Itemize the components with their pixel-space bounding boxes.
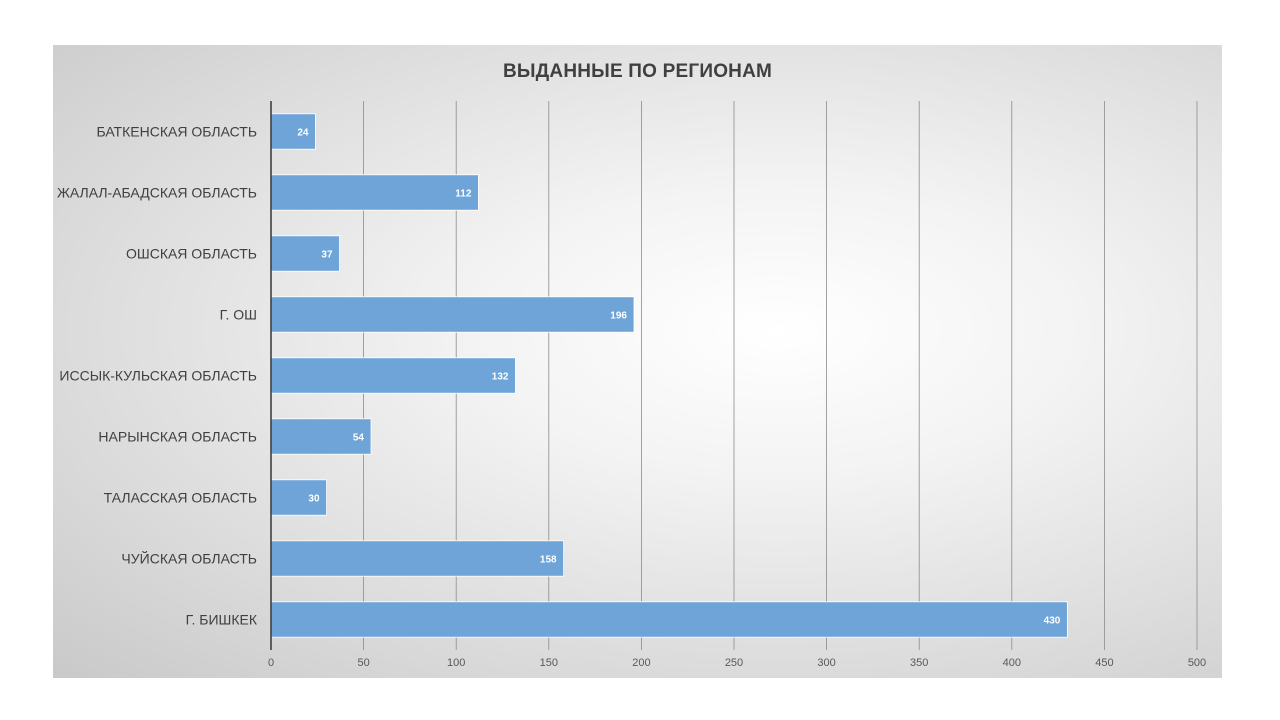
category-label: ОШСКАЯ ОБЛАСТЬ <box>126 246 257 262</box>
data-label: 132 <box>492 372 509 383</box>
data-label: 54 <box>353 433 365 444</box>
data-label: 196 <box>610 311 627 322</box>
data-label: 37 <box>321 250 333 261</box>
category-label: НАРЫНСКАЯ ОБЛАСТЬ <box>98 429 257 445</box>
x-tick-label: 100 <box>447 657 465 669</box>
category-label: Г. ОШ <box>220 307 257 323</box>
x-tick-label: 150 <box>540 657 558 669</box>
bar <box>270 479 327 516</box>
category-label: ТАЛАССКАЯ ОБЛАСТЬ <box>104 490 257 506</box>
category-label: ЧУЙСКАЯ ОБЛАСТЬ <box>121 550 257 567</box>
category-label: БАТКЕНСКАЯ ОБЛАСТЬ <box>96 124 257 140</box>
data-label: 430 <box>1044 616 1061 627</box>
x-tick-label: 400 <box>1003 657 1021 669</box>
category-label: ЖАЛАЛ-АБАДСКАЯ ОБЛАСТЬ <box>57 185 257 201</box>
bar-chart: 0 50 100 150 200 250 300 350 400 450 500 БАТКЕНСКАЯ… <box>57 101 1206 669</box>
category-label: Г. БИШКЕК <box>186 612 258 628</box>
bar <box>270 113 316 150</box>
data-label: 24 <box>297 128 309 139</box>
bar <box>270 174 479 211</box>
data-label: 158 <box>540 555 557 566</box>
chart-title: ВЫДАННЫЕ ПО РЕГИОНАМ <box>502 61 773 82</box>
data-label: 30 <box>308 494 320 505</box>
bar <box>270 296 635 333</box>
x-tick-label: 450 <box>1095 657 1113 669</box>
bar <box>270 357 516 394</box>
x-tick-label: 350 <box>910 657 928 669</box>
x-tick-label: 300 <box>817 657 835 669</box>
x-tick-label: 200 <box>632 657 650 669</box>
x-tick-label: 500 <box>1188 657 1206 669</box>
bar <box>270 601 1068 638</box>
x-tick-label: 50 <box>357 657 369 669</box>
data-label: 112 <box>455 189 472 200</box>
chart-frame: ВЫДАННЫЕ ПО РЕГИОНАМ 0 50 100 150 200 250 300 3… <box>53 45 1222 678</box>
bar <box>270 418 372 455</box>
bar <box>270 540 565 577</box>
category-label: ИССЫК-КУЛЬСКАЯ ОБЛАСТЬ <box>59 368 257 384</box>
x-tick-label: 0 <box>268 657 274 669</box>
bar <box>270 235 340 272</box>
x-tick-label: 250 <box>725 657 743 669</box>
